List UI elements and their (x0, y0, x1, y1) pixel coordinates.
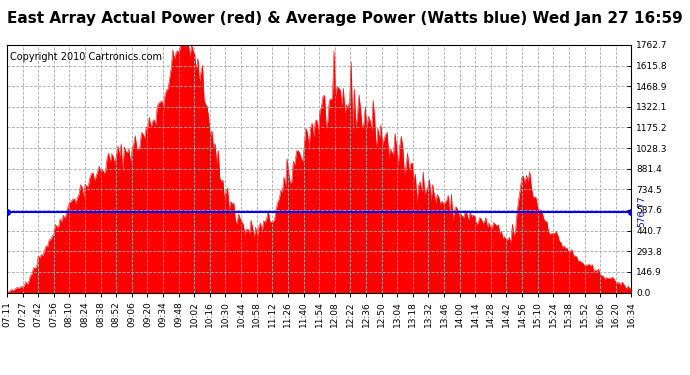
Text: Copyright 2010 Cartronics.com: Copyright 2010 Cartronics.com (10, 53, 162, 62)
Text: 576.77: 576.77 (638, 196, 647, 227)
Text: East Array Actual Power (red) & Average Power (Watts blue) Wed Jan 27 16:59: East Array Actual Power (red) & Average … (7, 11, 683, 26)
